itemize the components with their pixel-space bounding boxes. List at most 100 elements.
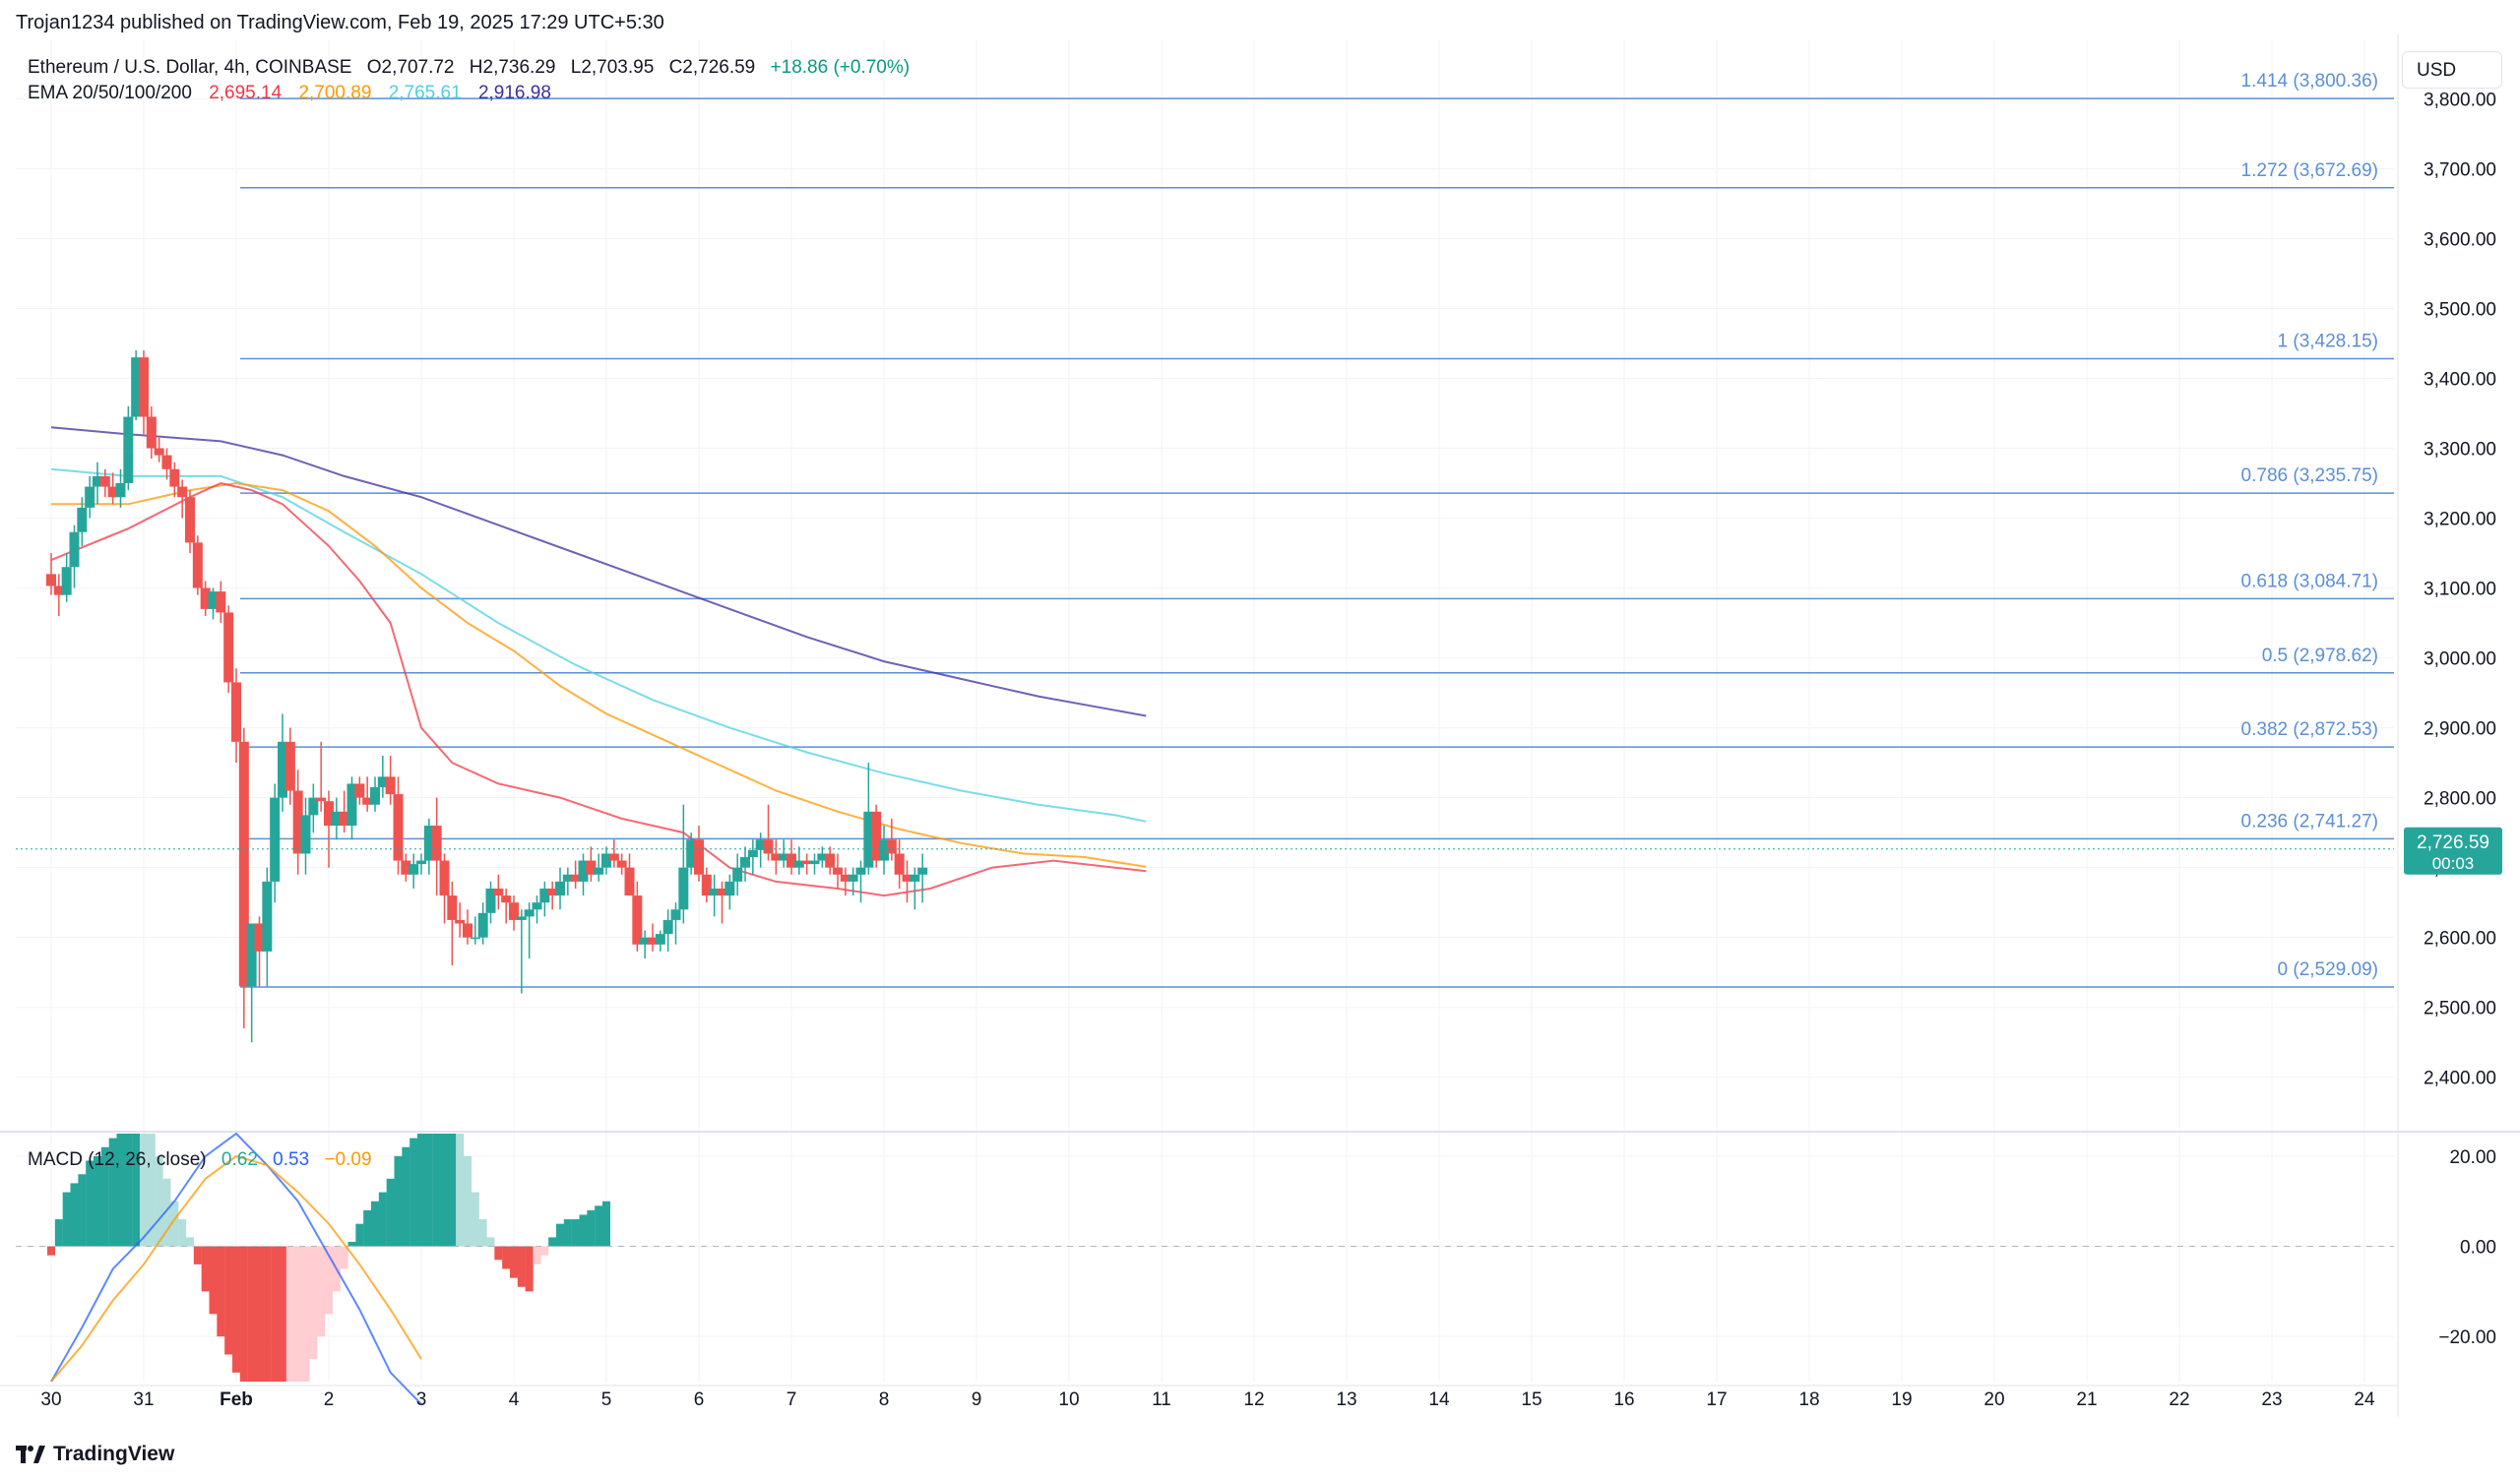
candle — [509, 895, 519, 931]
price-axis-label: 2,900.00 — [2424, 719, 2496, 740]
candle-body — [840, 874, 850, 882]
macd-hist-bar — [94, 1155, 101, 1247]
candle — [801, 853, 812, 875]
ema-label[interactable]: EMA 20/50/100/200 — [28, 83, 192, 103]
candle-body — [115, 483, 126, 498]
candle — [93, 462, 102, 505]
candle-body — [185, 497, 195, 543]
macd-hist-bar — [309, 1246, 318, 1360]
macd-hist-value: 0.62 — [220, 1149, 258, 1170]
time-axis-label: 17 — [1706, 1389, 1727, 1410]
candle — [686, 832, 697, 875]
macd-label[interactable]: MACD (12, 26, close) — [28, 1149, 207, 1170]
candle-body — [470, 937, 480, 940]
candle — [648, 923, 658, 952]
candle-body — [655, 934, 665, 945]
time-axis-label: 24 — [2354, 1389, 2375, 1410]
candle — [524, 902, 535, 958]
candle-body — [894, 853, 905, 875]
ema20-value: 2,695.14 — [209, 83, 283, 103]
candle — [284, 727, 295, 805]
price-axis-label: 3,700.00 — [2424, 159, 2496, 180]
candle — [740, 846, 750, 882]
candle-body — [393, 794, 404, 861]
ema20-line — [50, 481, 1147, 897]
macd-hist-bar — [86, 1160, 94, 1247]
candle-body — [262, 881, 273, 952]
candle — [254, 916, 265, 987]
candle — [238, 727, 249, 1029]
macd-hist-bar — [448, 1134, 457, 1247]
macd-hist-bar — [325, 1246, 333, 1315]
macd-hist-bar — [587, 1209, 596, 1247]
candle-body — [85, 486, 95, 508]
candle — [331, 797, 342, 840]
candle-body — [93, 475, 102, 487]
candle — [493, 874, 504, 910]
candle — [516, 909, 527, 994]
candle — [370, 776, 380, 812]
price-axis-label: 3,600.00 — [2424, 229, 2496, 250]
symbol-title[interactable]: Ethereum / U.S. Dollar, 4h, COINBASE — [28, 57, 352, 78]
time-axis-label: Feb — [220, 1389, 253, 1410]
macd-hist-bar — [186, 1237, 194, 1247]
macd-axis-label: −20.00 — [2438, 1327, 2496, 1348]
candle — [879, 826, 889, 875]
candle-body — [539, 888, 550, 903]
candle-body — [910, 874, 920, 882]
candle — [169, 462, 180, 498]
macd-hist-bar — [193, 1246, 202, 1264]
candle-body — [717, 888, 727, 896]
candle-body — [578, 860, 589, 882]
candle-body — [601, 853, 611, 868]
candle-body — [370, 786, 380, 805]
time-axis-label: 15 — [1521, 1389, 1542, 1410]
tradingview-logo-icon — [16, 1444, 45, 1465]
ohlc-high: H2,736.29 — [469, 57, 556, 78]
macd-hist-bar — [209, 1246, 218, 1315]
tradingview-brand[interactable]: TradingView — [16, 1439, 174, 1470]
fib-level-label: 1.414 (3,800.36) — [2241, 71, 2378, 92]
candle — [532, 895, 542, 924]
candle-body — [771, 853, 782, 861]
candle-body — [594, 867, 604, 875]
candle-body — [886, 839, 897, 854]
ema200-value: 2,916.98 — [477, 83, 551, 103]
candle-body — [640, 937, 651, 945]
candle — [833, 853, 843, 889]
candle-body — [385, 776, 396, 795]
candle — [99, 468, 110, 498]
candle — [848, 867, 858, 896]
currency-selector[interactable]: USD — [2402, 51, 2502, 89]
candle-body — [917, 867, 928, 875]
candle — [477, 902, 488, 945]
candle-body — [547, 888, 558, 896]
fib-level-label: 0.786 (3,235.75) — [2241, 465, 2378, 486]
candle — [632, 881, 643, 952]
candle — [377, 756, 388, 798]
candle — [670, 902, 681, 945]
candle-body — [77, 507, 88, 532]
candle — [346, 776, 357, 840]
ema200-line — [50, 426, 1147, 717]
candle — [825, 846, 836, 875]
macd-hist-bar — [464, 1155, 472, 1247]
candle-body — [670, 909, 681, 920]
candle — [246, 923, 257, 1043]
candle-body — [401, 860, 411, 875]
candle — [146, 405, 157, 460]
candle — [501, 888, 512, 924]
candle — [85, 475, 95, 519]
candle — [185, 490, 195, 554]
ohlc-low: L2,703.95 — [570, 57, 655, 78]
candle — [747, 839, 758, 875]
ema50-value: 2,700.89 — [298, 83, 372, 103]
price-axis-label: 3,400.00 — [2424, 369, 2496, 390]
macd-axis-label: 0.00 — [2460, 1238, 2496, 1259]
macd-line-value: 0.53 — [273, 1149, 310, 1170]
macd-hist-bar — [108, 1138, 117, 1247]
candle-body — [555, 881, 565, 896]
macd-hist-bar — [602, 1201, 610, 1247]
candle — [871, 804, 882, 868]
